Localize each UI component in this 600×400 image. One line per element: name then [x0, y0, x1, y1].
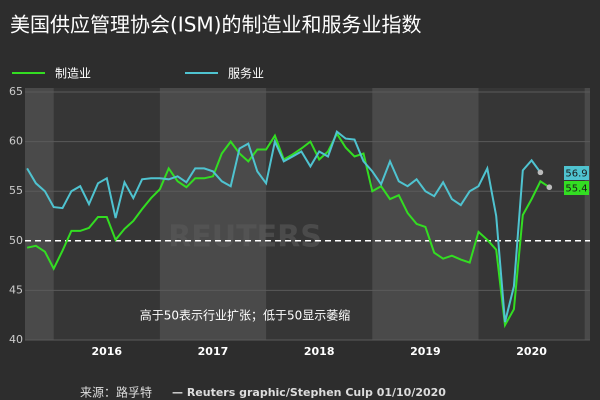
y-tick-label: 55 [9, 184, 23, 197]
legend-label: 服务业 [228, 66, 264, 81]
end-dot [537, 169, 544, 176]
year-band [584, 88, 590, 340]
annotation: 高于50表示行业扩张；低于50显示萎缩 [140, 308, 351, 323]
y-tick-label: 40 [9, 333, 23, 346]
x-tick-label: 2019 [410, 345, 441, 358]
x-tick-label: 2018 [304, 345, 335, 358]
year-band [25, 88, 54, 340]
y-tick-label: 45 [9, 283, 23, 296]
end-label: 55.4 [565, 184, 587, 195]
y-tick-label: 65 [9, 85, 23, 98]
end-label-box [564, 181, 589, 195]
x-tick-label: 2020 [516, 345, 547, 358]
end-label-box [564, 166, 589, 180]
plot-area [25, 88, 590, 340]
x-tick-label: 2016 [91, 345, 122, 358]
series-line [26, 130, 542, 323]
end-dot [546, 184, 553, 191]
end-label: 56.9 [565, 169, 587, 180]
watermark: REUTERS [168, 220, 322, 255]
y-tick-label: 50 [9, 234, 23, 247]
year-band [372, 88, 479, 340]
series-line [26, 131, 550, 329]
y-tick-label: 60 [9, 135, 23, 148]
source: 来源：路孚特 [80, 385, 152, 400]
legend-label: 制造业 [55, 67, 91, 81]
credit: — Reuters graphic/Stephen Culp 01/10/202… [172, 386, 446, 399]
year-band [159, 88, 267, 340]
x-tick-label: 2017 [198, 345, 229, 358]
chart-title: 美国供应管理协会(ISM)的制造业和服务业指数 [10, 13, 421, 37]
